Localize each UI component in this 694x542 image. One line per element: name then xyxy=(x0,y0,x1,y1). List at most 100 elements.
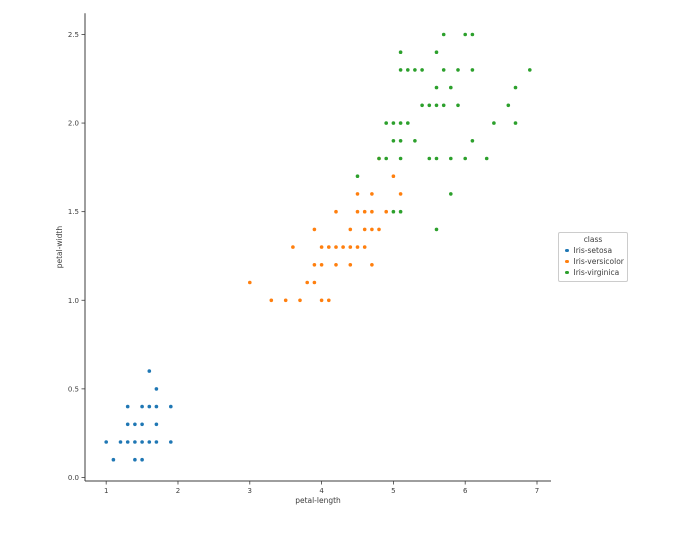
data-point-iris-versicolor xyxy=(370,192,374,196)
data-point-iris-setosa xyxy=(133,457,137,462)
data-point-iris-setosa xyxy=(133,422,137,427)
x-tick-label: 3 xyxy=(248,487,252,495)
data-point-iris-virginica xyxy=(449,192,453,196)
data-point-iris-virginica xyxy=(513,121,518,125)
data-point-iris-setosa xyxy=(147,440,152,444)
data-point-iris-setosa xyxy=(111,457,116,462)
data-point-iris-virginica xyxy=(391,121,396,125)
y-tick-label: 0.0 xyxy=(68,474,79,482)
data-point-iris-versicolor xyxy=(355,209,360,214)
data-point-iris-versicolor xyxy=(391,174,396,178)
data-point-iris-virginica xyxy=(398,209,403,214)
x-tick-label: 7 xyxy=(535,487,539,495)
data-point-iris-setosa xyxy=(125,440,130,444)
data-point-iris-virginica xyxy=(420,103,424,108)
data-point-iris-virginica xyxy=(384,156,389,161)
setosa-dot-marker-icon xyxy=(565,248,569,253)
data-point-iris-setosa xyxy=(140,457,144,462)
data-point-iris-versicolor xyxy=(312,263,317,267)
data-point-iris-setosa xyxy=(125,404,130,409)
data-point-iris-setosa xyxy=(125,422,130,427)
data-point-iris-virginica xyxy=(463,156,468,161)
data-point-iris-versicolor xyxy=(269,298,274,303)
data-point-iris-virginica xyxy=(391,209,396,214)
data-point-iris-virginica xyxy=(355,174,360,178)
data-point-iris-versicolor xyxy=(348,263,353,267)
data-point-iris-virginica xyxy=(434,50,439,54)
data-point-iris-virginica xyxy=(441,32,446,37)
data-point-iris-versicolor xyxy=(355,245,360,249)
data-point-iris-versicolor xyxy=(334,209,338,214)
data-point-iris-setosa xyxy=(133,440,137,444)
data-point-iris-setosa xyxy=(154,404,159,409)
data-point-iris-setosa xyxy=(154,422,159,427)
data-point-iris-virginica xyxy=(456,103,460,108)
data-point-iris-virginica xyxy=(434,156,439,161)
data-point-iris-virginica xyxy=(441,68,446,72)
legend-title: class xyxy=(583,235,603,244)
legend-item-iris-virginica: Iris-virginica xyxy=(563,267,623,278)
data-point-iris-versicolor xyxy=(319,263,324,267)
y-tick-label: 2.5 xyxy=(68,31,79,39)
data-point-iris-virginica xyxy=(398,121,403,125)
data-point-iris-versicolor xyxy=(348,245,353,249)
x-tick-label: 4 xyxy=(319,487,324,495)
data-point-iris-versicolor xyxy=(334,263,338,267)
y-axis-label: petal-width xyxy=(55,226,64,269)
x-tick-label: 5 xyxy=(391,487,395,495)
data-point-iris-virginica xyxy=(377,156,381,161)
virginica-dot-marker-icon xyxy=(565,270,569,275)
data-point-iris-versicolor xyxy=(319,298,324,303)
data-point-iris-virginica xyxy=(470,68,475,72)
data-point-iris-virginica xyxy=(513,85,518,90)
data-point-iris-versicolor xyxy=(377,227,381,232)
y-tick-label: 0.5 xyxy=(68,385,79,393)
data-point-iris-setosa xyxy=(154,440,159,444)
data-point-iris-virginica xyxy=(470,32,475,37)
data-point-iris-versicolor xyxy=(305,280,310,285)
data-point-iris-setosa xyxy=(140,422,144,427)
data-point-iris-virginica xyxy=(463,32,468,37)
data-point-iris-versicolor xyxy=(362,209,367,214)
data-point-iris-virginica xyxy=(470,139,475,143)
data-point-iris-versicolor xyxy=(291,245,295,249)
data-point-iris-versicolor xyxy=(348,227,353,232)
data-point-iris-setosa xyxy=(147,404,152,409)
data-point-iris-versicolor xyxy=(319,245,324,249)
data-point-iris-versicolor xyxy=(327,245,331,249)
data-point-iris-versicolor xyxy=(312,280,317,285)
data-point-iris-virginica xyxy=(391,139,396,143)
data-point-iris-virginica xyxy=(398,139,403,143)
x-tick-label: 6 xyxy=(463,487,468,495)
data-point-iris-virginica xyxy=(449,156,453,161)
x-tick-label: 1 xyxy=(104,487,108,495)
data-point-iris-versicolor xyxy=(341,245,345,249)
legend: class Iris-setosa Iris-versicolor Iris-v… xyxy=(558,232,628,282)
data-point-iris-setosa xyxy=(140,440,144,444)
data-point-iris-versicolor xyxy=(384,209,389,214)
legend-item-iris-setosa: Iris-setosa xyxy=(563,245,623,256)
y-tick-label: 2.0 xyxy=(68,120,79,128)
data-point-iris-setosa xyxy=(169,404,173,409)
data-point-iris-virginica xyxy=(492,121,496,125)
x-axis-label: petal-length xyxy=(295,496,341,505)
x-tick-label: 2 xyxy=(176,487,180,495)
legend-label-iris-versicolor: Iris-versicolor xyxy=(573,257,624,266)
data-point-iris-virginica xyxy=(398,50,403,54)
versicolor-dot-marker-icon xyxy=(565,259,569,264)
data-point-iris-virginica xyxy=(420,68,424,72)
data-point-iris-virginica xyxy=(427,156,432,161)
data-point-iris-versicolor xyxy=(327,298,331,303)
data-point-iris-virginica xyxy=(456,68,460,72)
data-point-iris-virginica xyxy=(406,121,410,125)
legend-item-iris-versicolor: Iris-versicolor xyxy=(563,256,624,267)
data-point-iris-virginica xyxy=(441,103,446,108)
data-point-iris-virginica xyxy=(506,103,511,108)
data-point-iris-virginica xyxy=(406,68,410,72)
data-point-iris-versicolor xyxy=(312,227,317,232)
data-point-iris-virginica xyxy=(427,103,432,108)
data-point-iris-versicolor xyxy=(370,263,374,267)
data-point-iris-setosa xyxy=(147,369,152,373)
data-point-iris-setosa xyxy=(140,404,144,409)
